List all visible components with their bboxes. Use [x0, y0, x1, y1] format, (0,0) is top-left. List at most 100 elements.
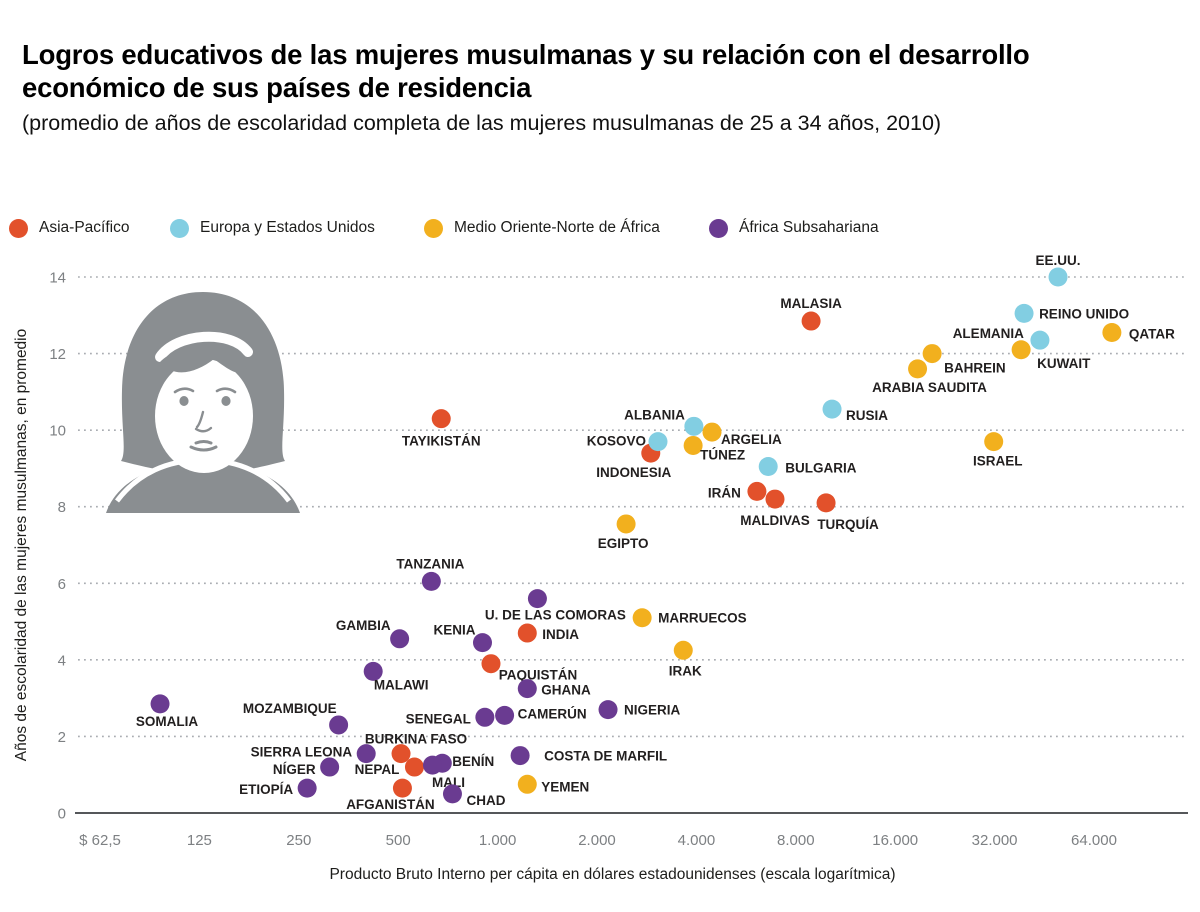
x-tick-64000: 64.000: [1071, 832, 1117, 849]
point-label: PAQUISTÁN: [499, 668, 578, 683]
y-tick-14: 14: [49, 270, 66, 287]
point-label: EE.UU.: [1036, 253, 1081, 268]
point-irak: [673, 640, 693, 660]
point-label: AFGANISTÁN: [346, 797, 435, 812]
point-label: ISRAEL: [973, 454, 1023, 469]
x-tick-2000: 2.000: [578, 832, 616, 849]
point-ee.uu.: [1048, 267, 1068, 287]
point-label: TURQUÍA: [817, 517, 879, 532]
legend-dot-europa: [170, 218, 189, 238]
legend-dot-mena: [424, 218, 443, 238]
point-kuwait: [1011, 340, 1031, 360]
point-label: IRÁN: [708, 485, 741, 500]
y-tick-12: 12: [49, 346, 66, 363]
point-label: REINO UNIDO: [1039, 306, 1129, 321]
point-qatar: [1102, 323, 1122, 343]
legend-item-europa: Europa y Estados Unidos: [170, 216, 375, 240]
point-egipto: [616, 514, 636, 534]
chart-title: Logros educativos de las mujeres musulma…: [22, 39, 1030, 103]
grid-layer: 0 2 4 6 8 10 12 14 $ 62,5 125 250 500 1.000 2.000 4.00…: [49, 270, 1188, 849]
headband: [155, 331, 253, 362]
point-label: SIERRA LEONA: [251, 745, 353, 760]
point-label: NÍGER: [273, 762, 316, 777]
point-mozambique: [329, 715, 349, 735]
point-label: ALBANIA: [624, 407, 685, 422]
point-israel: [984, 432, 1004, 452]
point-india: [517, 623, 537, 643]
point-label: EGIPTO: [598, 536, 649, 551]
point-reino-unido: [1014, 303, 1034, 323]
point-u.-de-las-comoras: [527, 589, 547, 609]
x-tick-62.5: $ 62,5: [79, 832, 121, 849]
point-rusia: [822, 399, 842, 419]
point-senegal: [475, 707, 495, 727]
point-kosovo: [648, 432, 668, 452]
legend-dot-asia: [9, 218, 28, 238]
point-malawi: [363, 661, 383, 681]
y-tick-0: 0: [58, 806, 66, 823]
point-label: BENÍN: [452, 754, 494, 769]
point-argelia: [702, 422, 722, 442]
point-label: KUWAIT: [1037, 356, 1091, 371]
point-label: GAMBIA: [336, 618, 391, 633]
point-label: U. DE LAS COMORAS: [485, 608, 626, 623]
x-tick-32000: 32.000: [972, 832, 1018, 849]
point-label: NIGERIA: [624, 703, 681, 718]
point-label: COSTA DE MARFIL: [544, 749, 667, 764]
point-label: MALAWI: [374, 677, 429, 692]
point-label: NEPAL: [355, 762, 400, 777]
point-bahrein: [922, 344, 942, 364]
legend-label: Medio Oriente-Norte de África: [454, 219, 660, 236]
point-costa-de-marfil: [510, 746, 530, 766]
point-irán: [747, 481, 767, 501]
point-label: TANZANIA: [396, 556, 464, 571]
point-marruecos: [632, 608, 652, 628]
y-tick-2: 2: [58, 729, 66, 746]
point-label: RUSIA: [846, 408, 888, 423]
point-label: IRAK: [669, 663, 702, 678]
point-mali: [422, 755, 442, 775]
point-label: SENEGAL: [406, 711, 471, 726]
x-tick-8000: 8.000: [777, 832, 815, 849]
shoulders-shape: [106, 462, 300, 513]
point-label: MARRUECOS: [658, 611, 747, 626]
x-axis-title: Producto Bruto Interno per cápita en dól…: [329, 866, 896, 883]
point-paquistán: [481, 654, 501, 674]
point-label: CAMERÚN: [518, 706, 587, 721]
point-label: QATAR: [1129, 327, 1175, 342]
point-label: ETIOPÍA: [239, 782, 293, 797]
point-label: BAHREIN: [944, 361, 1006, 376]
x-tick-16000: 16.000: [872, 832, 918, 849]
point-somalia: [150, 694, 170, 714]
point-label: TAYIKISTÁN: [402, 434, 481, 449]
legend: Asia-Pacífico Europa y Estados Unidos Medi…: [0, 216, 1200, 242]
point-label: YEMEN: [541, 779, 589, 794]
point-turquía: [816, 493, 836, 513]
y-tick-8: 8: [58, 499, 66, 516]
point-label: CHAD: [466, 793, 505, 808]
face-shape: [155, 359, 253, 473]
point-alemania: [1030, 330, 1050, 350]
chart-subtitle: (promedio de años de escolaridad complet…: [22, 111, 942, 135]
mouth: [189, 440, 218, 452]
point-nepal: [404, 757, 424, 777]
nose: [194, 410, 213, 433]
legend-item-mena: Medio Oriente-Norte de África: [424, 216, 660, 240]
point-túnez: [683, 435, 703, 455]
point-etiopía: [297, 778, 317, 798]
x-tick-250: 250: [286, 832, 311, 849]
legend-item-asia: Asia-Pacífico: [9, 216, 129, 240]
legend-label: Asia-Pacífico: [39, 219, 130, 236]
x-tick-500: 500: [386, 832, 411, 849]
y-tick-10: 10: [49, 423, 66, 440]
point-kenia: [472, 633, 492, 653]
point-nigeria: [598, 700, 618, 720]
point-label: MALASIA: [780, 296, 842, 311]
right-eyebrow: [215, 387, 237, 394]
point-label: BURKINA FASO: [365, 732, 467, 747]
point-maldivas: [765, 489, 785, 509]
point-bulgaria: [758, 457, 778, 477]
point-ghana: [517, 679, 537, 699]
